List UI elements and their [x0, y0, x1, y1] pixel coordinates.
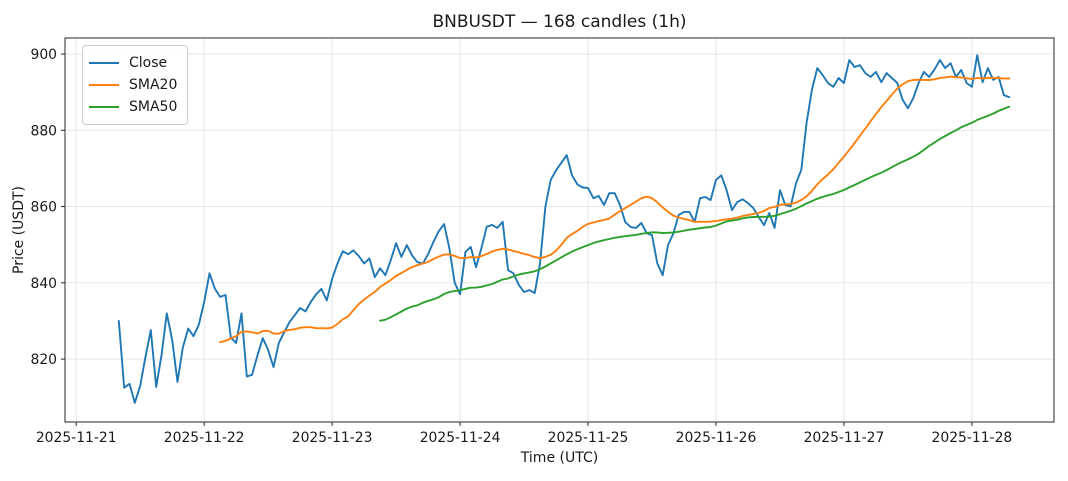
legend-line-close-icon: [89, 62, 119, 64]
legend-label-sma50: SMA50: [129, 99, 178, 115]
y-tick-label: 880: [30, 123, 57, 139]
series-line-close: [117, 54, 1011, 404]
grid: [65, 38, 1054, 422]
series-line-sma50: [379, 105, 1011, 322]
legend-item-close: Close: [89, 52, 179, 74]
y-tick-label: 900: [30, 47, 57, 63]
x-tick-label: 2025-11-25: [548, 430, 629, 446]
x-tick-label: 2025-11-23: [292, 430, 373, 446]
x-axis-label: Time (UTC): [520, 450, 599, 466]
ticks: [61, 53, 973, 426]
x-tick-label: 2025-11-21: [36, 430, 117, 446]
y-tick-label: 840: [30, 276, 57, 292]
x-tick-label: 2025-11-28: [932, 430, 1013, 446]
legend-line-sma20-icon: [89, 84, 119, 86]
chart-title: BNBUSDT — 168 candles (1h): [432, 12, 687, 32]
y-tick-label: 860: [30, 200, 57, 216]
x-tick-label: 2025-11-27: [804, 430, 885, 446]
x-tick-label: 2025-11-24: [420, 430, 501, 446]
x-tick-label: 2025-11-26: [676, 430, 757, 446]
legend-label-close: Close: [129, 55, 168, 71]
y-tick-label: 820: [30, 352, 57, 368]
legend-item-sma50: SMA50: [89, 96, 179, 118]
legend-line-sma50-icon: [89, 106, 119, 108]
legend: Close SMA20 SMA50: [82, 45, 188, 125]
x-tick-label: 2025-11-22: [164, 430, 245, 446]
legend-label-sma20: SMA20: [129, 77, 178, 93]
series-line-sma20: [219, 75, 1011, 344]
y-axis-label: Price (USDT): [11, 186, 27, 274]
axes-frame: [64, 37, 1055, 423]
legend-item-sma20: SMA20: [89, 74, 179, 96]
